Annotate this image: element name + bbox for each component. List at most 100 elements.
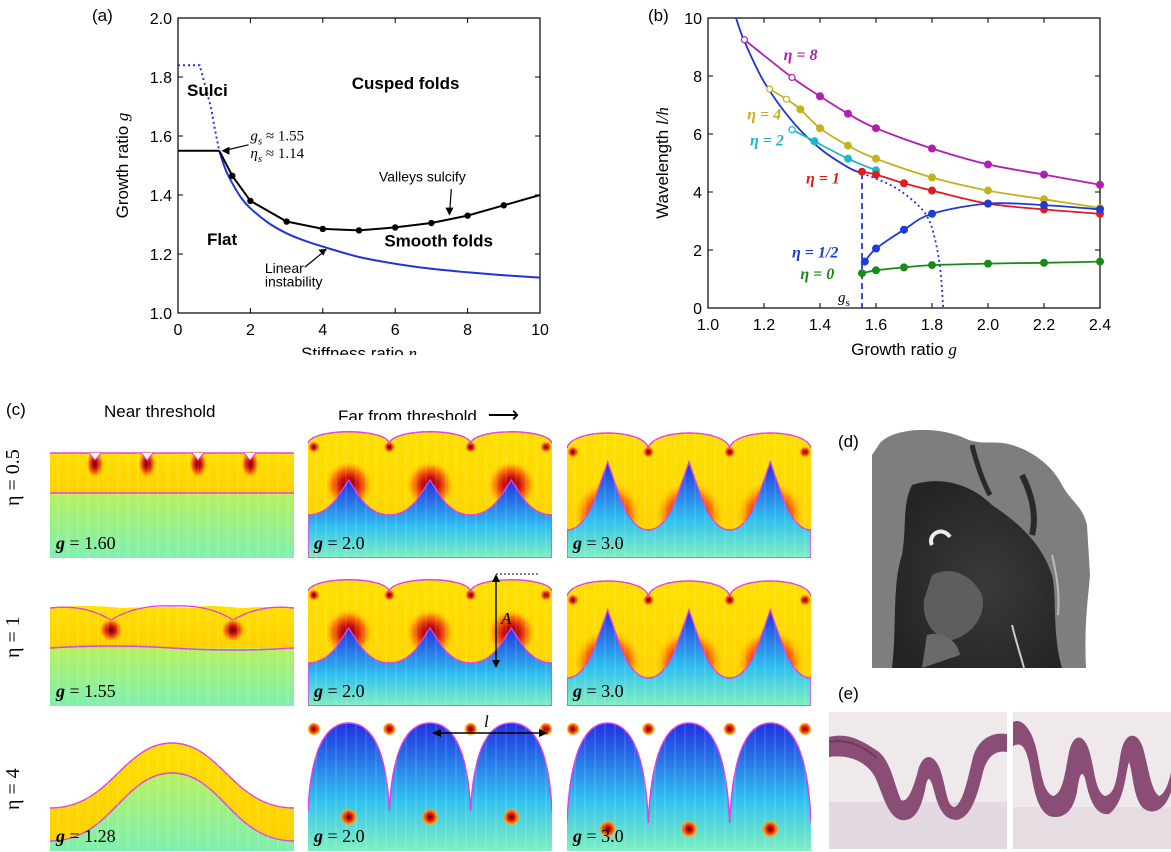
data-point	[984, 160, 993, 169]
data-point	[740, 36, 749, 44]
annotation-gs: gs ≈ 1.55	[250, 128, 304, 147]
y-axis-symbol: g	[113, 113, 132, 122]
y-tick-label: 1.0	[150, 306, 172, 323]
growth-ratio-label: g = 1.55	[56, 681, 116, 702]
gs-sub: s	[846, 297, 850, 309]
g-symbol: g	[573, 681, 582, 701]
data-point	[860, 257, 869, 266]
g-value: = 2.0	[323, 533, 365, 553]
data-point	[500, 202, 507, 209]
data-point	[355, 227, 363, 234]
gs-label: gs	[838, 290, 850, 309]
film-layer	[567, 723, 811, 851]
cusp-spot	[799, 446, 811, 458]
x-tick-label: 2.2	[1033, 317, 1055, 334]
arrow-linear-head	[318, 248, 327, 256]
cusp-spot	[421, 808, 439, 826]
x-tick-label: 2.4	[1089, 317, 1111, 334]
g-value: = 2.0	[323, 681, 365, 701]
stress-spot	[99, 618, 123, 642]
g-symbol: g	[56, 533, 65, 553]
x-tick-label: 8	[463, 322, 472, 339]
annotation-smooth-folds: Smooth folds	[384, 232, 493, 251]
linear-instability-curve	[218, 150, 541, 279]
growth-ratio-label: g = 1.60	[56, 533, 116, 554]
cusp-spot	[464, 589, 477, 601]
data-point	[464, 212, 471, 219]
series-line	[769, 88, 1101, 209]
x-tick-label: 1.8	[921, 317, 943, 334]
data-point	[766, 85, 774, 93]
interface-line	[50, 645, 294, 651]
sulcus-notch	[191, 452, 205, 461]
stress-spot	[189, 450, 207, 478]
x-axis-symbol: η	[408, 344, 416, 355]
tile-drawing	[50, 568, 294, 706]
substrate-layer	[308, 628, 552, 706]
row-label-eta-0-5: η = 0.5	[2, 449, 24, 506]
peak-spot	[308, 722, 321, 736]
gs-symbol: g	[250, 128, 258, 144]
tile-drawing	[567, 713, 811, 851]
film-layer	[308, 723, 552, 851]
simulation-tile: g = 3.0	[567, 420, 811, 558]
y-tick-label: 0	[693, 301, 702, 318]
data-point	[984, 199, 993, 208]
data-point	[928, 173, 937, 182]
substrate-layer	[567, 462, 811, 558]
g-symbol: g	[314, 533, 323, 553]
x-tick-label: 10	[531, 322, 549, 339]
growth-ratio-label: g = 3.0	[573, 826, 624, 847]
data-point	[872, 124, 881, 133]
surface-line	[308, 579, 552, 594]
surface-line	[567, 580, 811, 597]
film-layer	[50, 606, 294, 648]
annotation-cusped-folds: Cusped folds	[352, 74, 460, 93]
tile-drawing	[50, 713, 294, 851]
cusp-spot	[723, 594, 736, 606]
surface-line	[567, 722, 811, 824]
data-point	[1040, 258, 1049, 267]
tissue-photo-left	[829, 712, 1007, 849]
etas-sub: s	[258, 153, 262, 165]
peak-spot	[641, 722, 656, 736]
row-label-eta-1: η = 1	[2, 616, 24, 658]
data-point	[1096, 257, 1105, 266]
sulcus-notch	[140, 452, 154, 461]
tile-drawing: l	[308, 713, 552, 851]
chart-b: 1.0 1.2 1.4 1.6 1.8 2.0 2.2 2.4 0 2 4 6 8 10 Growth ra…	[653, 11, 1111, 359]
y-tick-label: 4	[693, 185, 702, 202]
data-point	[928, 144, 937, 153]
data-point	[229, 172, 236, 180]
y-tick-label: 1.6	[150, 129, 172, 146]
x-tick-label: 1.0	[697, 317, 719, 334]
etas-symbol: η	[250, 146, 257, 162]
y-tick-label: 1.8	[150, 70, 172, 87]
data-point	[872, 154, 881, 163]
g-symbol: g	[56, 826, 65, 846]
column-title-near: Near threshold	[104, 402, 216, 421]
tile-drawing	[567, 420, 811, 558]
data-point	[844, 109, 853, 118]
cusp-spot	[723, 446, 736, 458]
data-point	[928, 261, 937, 270]
surface-line	[567, 432, 811, 449]
gs-symbol: g	[838, 290, 846, 306]
y-tick-label: 8	[693, 69, 702, 86]
g-value: = 1.28	[65, 826, 116, 846]
cusp-spot	[598, 820, 617, 838]
tissue-photo-right	[1013, 712, 1171, 849]
data-point	[900, 179, 909, 188]
cusp-spot	[308, 441, 320, 453]
x-tick-label: 6	[391, 322, 400, 339]
peak-spot	[798, 722, 811, 736]
cusp-spot	[642, 446, 655, 458]
growth-ratio-label: g = 2.0	[314, 826, 365, 847]
panel-a-label: (a)	[92, 6, 113, 25]
data-point	[1096, 205, 1105, 214]
simulation-tile: g = 1.55	[50, 568, 294, 706]
series-line	[791, 128, 877, 172]
g-symbol: g	[314, 826, 323, 846]
data-point	[844, 154, 853, 163]
